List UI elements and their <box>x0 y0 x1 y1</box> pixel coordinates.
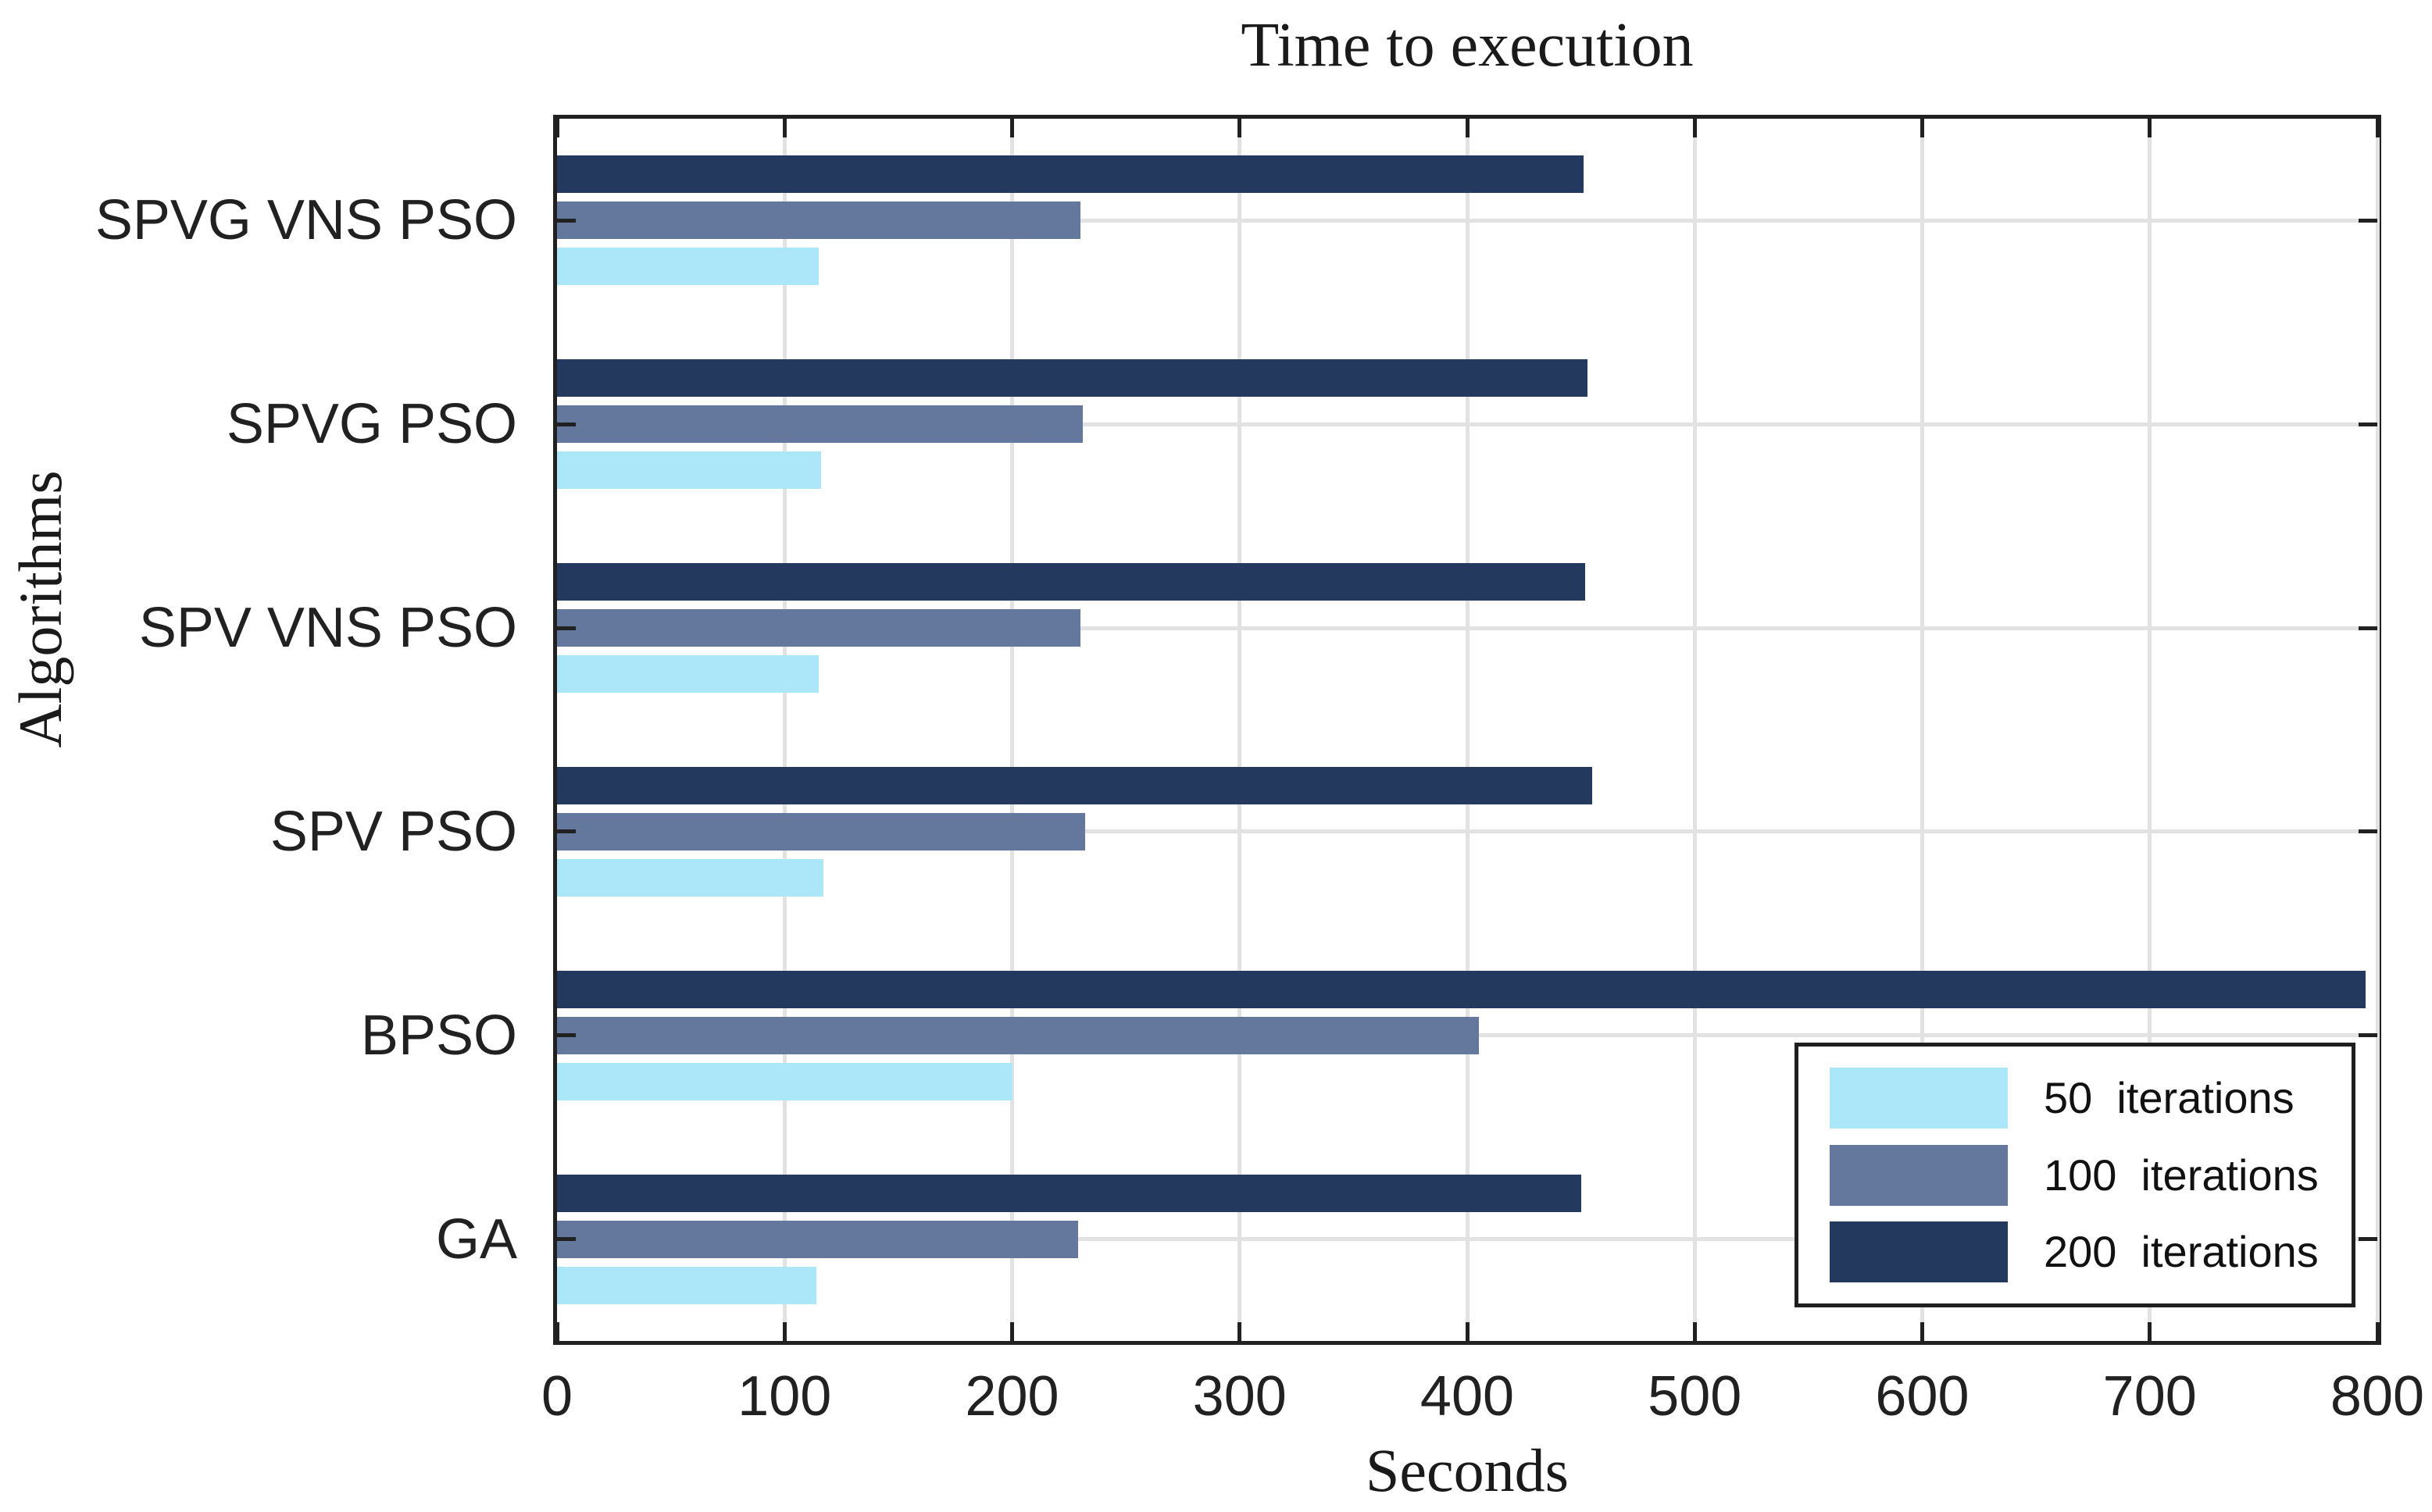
plot-area: 50 iterations 100 iterations 200 iteration… <box>553 115 2381 1345</box>
tick-x-500-top <box>1692 119 1697 137</box>
gridline-y-spv-pso <box>557 829 2377 834</box>
tick-x-200-top <box>1010 119 1014 137</box>
category-label-spv-vns-pso: SPV VNS PSO <box>138 597 517 660</box>
tick-y-spvg-pso-right <box>2359 422 2377 426</box>
legend-item-100-iterations: 100 iterations <box>1830 1144 2344 1206</box>
bar-spvg-vns-pso-100-iterations <box>557 201 1080 240</box>
tick-marks-layer <box>555 119 2380 1341</box>
tick-y-spv-vns-pso-right <box>2359 626 2377 630</box>
tick-x-200-bottom <box>1010 1322 1014 1341</box>
bar-bpso-100-iterations <box>557 1016 1479 1054</box>
legend-label-50-iterations: 50 iterations <box>2044 1072 2295 1122</box>
tick-y-spvg-pso-left <box>557 422 576 426</box>
tick-x-600-bottom <box>1920 1322 1924 1341</box>
bar-ga-100-iterations <box>557 1220 1078 1258</box>
tick-x-800-top <box>2375 119 2380 137</box>
bar-ga-200-iterations <box>557 1174 1581 1212</box>
bar-bpso-200-iterations <box>557 970 2366 1008</box>
x-tick-label-300: 300 <box>1192 1365 1287 1428</box>
x-tick-label-700: 700 <box>2102 1365 2197 1428</box>
x-axis-label: Seconds <box>1366 1436 1569 1504</box>
gridline-x-200 <box>1010 119 1014 1341</box>
tick-y-spv-pso-left <box>557 829 576 834</box>
tick-x-700-bottom <box>2148 1322 2152 1341</box>
gridline-x-500 <box>1692 119 1697 1341</box>
legend-swatch-50-iterations <box>1830 1067 2008 1129</box>
tick-x-100-bottom <box>782 1322 787 1341</box>
gridline-x-600 <box>1920 119 1924 1341</box>
tick-x-300-bottom <box>1237 1322 1242 1341</box>
x-tick-label-100: 100 <box>737 1365 832 1428</box>
tick-x-800-bottom <box>2375 1322 2380 1341</box>
tick-y-spv-vns-pso-left <box>557 626 576 630</box>
category-label-bpso: BPSO <box>360 1004 517 1067</box>
tick-x-600-top <box>1920 119 1924 137</box>
tick-x-700-top <box>2148 119 2152 137</box>
gridline-x-800 <box>2375 119 2380 1341</box>
legend-label-100-iterations: 100 iterations <box>2044 1150 2319 1200</box>
gridline-x-700 <box>2148 119 2152 1341</box>
tick-y-ga-right <box>2359 1237 2377 1242</box>
bar-spvg-pso-100-iterations <box>557 405 1083 444</box>
tick-x-100-top <box>782 119 787 137</box>
bar-spvg-vns-pso-200-iterations <box>557 155 1584 194</box>
tick-y-bpso-left <box>557 1033 576 1038</box>
gridline-y-spvg-vns-pso <box>557 218 2377 223</box>
legend-swatch-100-iterations <box>1830 1144 2008 1206</box>
tick-y-spv-pso-right <box>2359 829 2377 834</box>
x-tick-label-0: 0 <box>541 1365 573 1428</box>
gridline-x-300 <box>1237 119 1242 1341</box>
gridline-x-400 <box>1465 119 1470 1341</box>
gridline-y-spvg-pso <box>557 422 2377 426</box>
category-label-spvg-vns-pso: SPVG VNS PSO <box>95 189 517 252</box>
legend-item-200-iterations: 200 iterations <box>1830 1221 2344 1283</box>
tick-x-0-top <box>555 119 559 137</box>
tick-x-400-top <box>1465 119 1470 137</box>
x-tick-label-600: 600 <box>1875 1365 1970 1428</box>
bar-spvg-pso-200-iterations <box>557 359 1588 398</box>
category-label-ga: GA <box>435 1207 517 1271</box>
legend: 50 iterations 100 iterations 200 iteration… <box>1795 1043 2355 1307</box>
tick-x-0-bottom <box>555 1322 559 1341</box>
tick-y-spvg-vns-pso-left <box>557 218 576 223</box>
x-tick-label-800: 800 <box>2330 1365 2425 1428</box>
bar-spvg-vns-pso-50-iterations <box>557 248 819 286</box>
gridline-y-ga <box>557 1237 2377 1242</box>
bars-layer <box>557 119 2377 1341</box>
bar-bpso-50-iterations <box>557 1062 1012 1100</box>
legend-item-50-iterations: 50 iterations <box>1830 1067 2344 1129</box>
tick-y-spvg-vns-pso-right <box>2359 218 2377 223</box>
bar-spv-pso-100-iterations <box>557 812 1085 850</box>
tick-y-ga-left <box>557 1237 576 1242</box>
legend-label-200-iterations: 200 iterations <box>2044 1227 2319 1277</box>
tick-y-bpso-right <box>2359 1033 2377 1038</box>
gridline-y-spv-vns-pso <box>557 626 2377 630</box>
bar-spv-pso-50-iterations <box>557 858 823 897</box>
bar-ga-50-iterations <box>557 1266 817 1304</box>
x-tick-label-200: 200 <box>965 1365 1059 1428</box>
category-label-spvg-pso: SPVG PSO <box>226 393 517 456</box>
chart-title: Time to execution <box>1241 11 1694 80</box>
bar-spv-vns-pso-50-iterations <box>557 655 819 694</box>
bar-spv-vns-pso-200-iterations <box>557 563 1586 601</box>
legend-swatch-200-iterations <box>1830 1221 2008 1283</box>
bar-spv-vns-pso-100-iterations <box>557 609 1080 647</box>
tick-x-500-bottom <box>1692 1322 1697 1341</box>
tick-x-300-top <box>1237 119 1242 137</box>
bar-spvg-pso-50-iterations <box>557 451 821 490</box>
category-label-spv-pso: SPV PSO <box>270 800 517 863</box>
bar-spv-pso-200-iterations <box>557 766 1593 804</box>
x-tick-label-400: 400 <box>1420 1365 1515 1428</box>
tick-x-400-bottom <box>1465 1322 1470 1341</box>
x-tick-label-500: 500 <box>1648 1365 1742 1428</box>
gridline-x-100 <box>782 119 787 1341</box>
